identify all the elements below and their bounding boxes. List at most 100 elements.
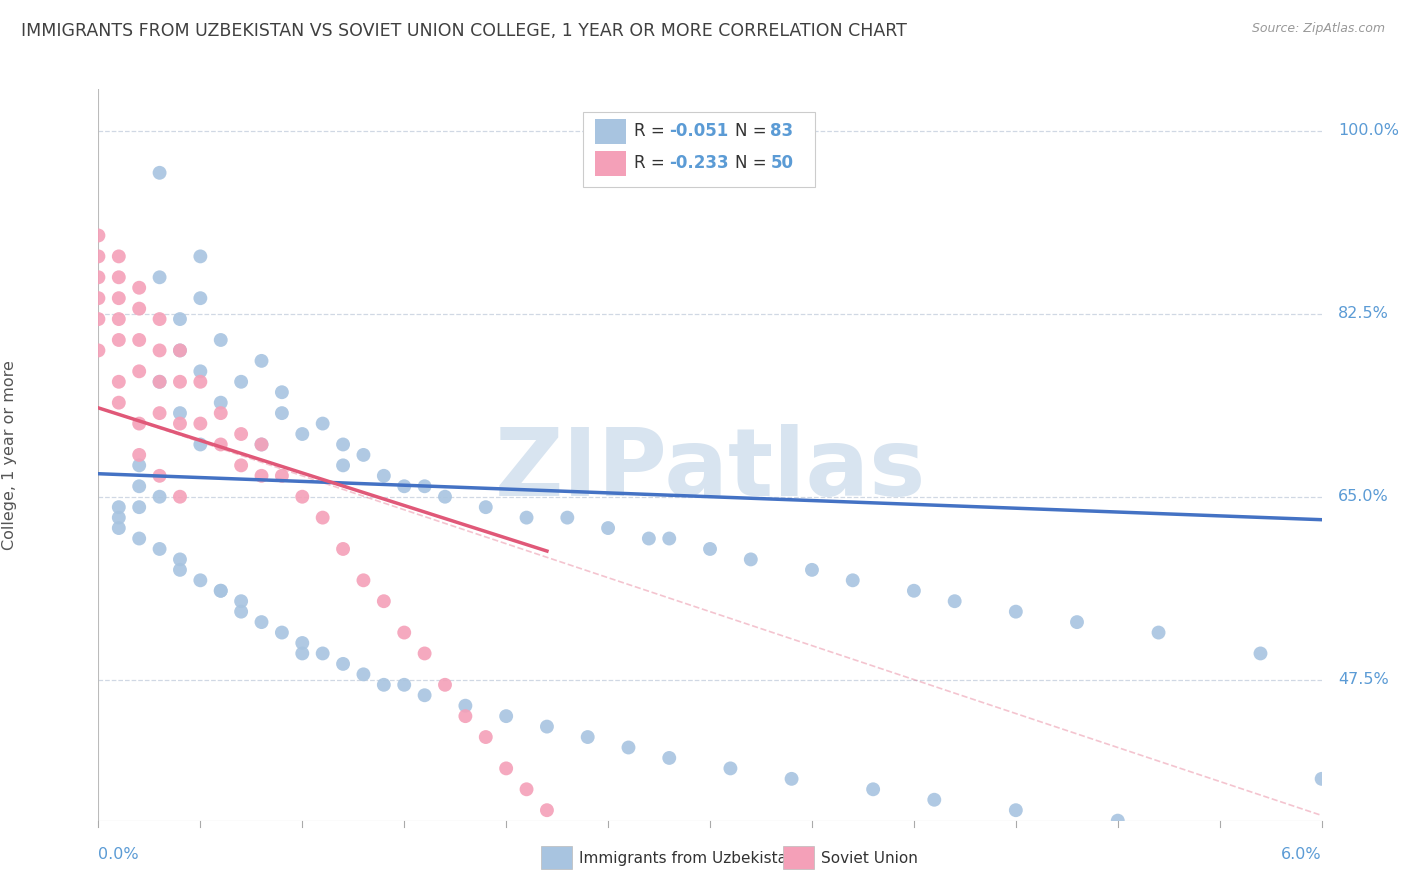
Point bbox=[169, 375, 191, 389]
Point bbox=[780, 772, 803, 786]
Point bbox=[1270, 834, 1292, 848]
Text: IMMIGRANTS FROM UZBEKISTAN VS SOVIET UNION COLLEGE, 1 YEAR OR MORE CORRELATION C: IMMIGRANTS FROM UZBEKISTAN VS SOVIET UNI… bbox=[21, 22, 907, 40]
Point bbox=[658, 751, 681, 765]
Point bbox=[332, 657, 354, 671]
Point bbox=[128, 458, 150, 473]
Text: N =: N = bbox=[735, 122, 772, 140]
Point bbox=[128, 479, 150, 493]
Point bbox=[188, 375, 212, 389]
Point bbox=[128, 364, 150, 378]
Point bbox=[188, 574, 212, 588]
Point bbox=[658, 532, 681, 546]
Point bbox=[801, 563, 824, 577]
Point bbox=[108, 500, 131, 515]
Point bbox=[250, 615, 273, 629]
Point bbox=[433, 490, 456, 504]
Point bbox=[352, 574, 374, 588]
Point bbox=[188, 249, 212, 263]
Text: R =: R = bbox=[634, 154, 671, 172]
Point bbox=[108, 333, 131, 347]
Point bbox=[413, 688, 436, 702]
Text: 6.0%: 6.0% bbox=[1281, 847, 1322, 862]
Point bbox=[209, 406, 232, 420]
Point bbox=[231, 427, 253, 442]
Point bbox=[231, 594, 253, 608]
Point bbox=[128, 333, 150, 347]
Text: -0.233: -0.233 bbox=[669, 154, 728, 172]
Text: 50: 50 bbox=[770, 154, 793, 172]
Point bbox=[373, 678, 395, 692]
Point bbox=[149, 375, 172, 389]
Point bbox=[231, 458, 253, 473]
Point bbox=[536, 720, 558, 734]
Point bbox=[188, 364, 212, 378]
Point bbox=[392, 625, 416, 640]
Point bbox=[536, 803, 558, 817]
Point bbox=[1147, 625, 1170, 640]
Point bbox=[291, 427, 314, 442]
Point bbox=[617, 740, 640, 755]
Point bbox=[270, 625, 292, 640]
Point bbox=[332, 458, 354, 473]
Point bbox=[1004, 605, 1026, 619]
Point bbox=[108, 521, 131, 535]
Point bbox=[433, 678, 456, 692]
Point bbox=[270, 406, 292, 420]
Text: 65.0%: 65.0% bbox=[1339, 489, 1389, 504]
Point bbox=[128, 301, 150, 316]
Point bbox=[149, 375, 172, 389]
Text: Immigrants from Uzbekistan: Immigrants from Uzbekistan bbox=[579, 851, 797, 865]
Point bbox=[108, 510, 131, 524]
Point bbox=[718, 761, 742, 775]
Point bbox=[555, 510, 579, 524]
Point bbox=[516, 510, 538, 524]
Point bbox=[454, 698, 477, 713]
Point bbox=[188, 417, 212, 431]
Point bbox=[392, 479, 416, 493]
Point bbox=[474, 730, 498, 744]
Point bbox=[311, 510, 335, 524]
Point bbox=[209, 395, 232, 409]
Point bbox=[209, 583, 232, 598]
Text: N =: N = bbox=[735, 154, 772, 172]
Point bbox=[169, 563, 191, 577]
Point bbox=[149, 490, 172, 504]
Point bbox=[209, 437, 232, 451]
Point bbox=[149, 343, 172, 358]
Point bbox=[1004, 803, 1026, 817]
Text: ZIPatlas: ZIPatlas bbox=[495, 424, 925, 516]
Point bbox=[188, 437, 212, 451]
Text: Soviet Union: Soviet Union bbox=[821, 851, 918, 865]
Point bbox=[1188, 824, 1211, 838]
Point bbox=[250, 354, 273, 368]
Point bbox=[149, 406, 172, 420]
Point bbox=[169, 552, 191, 566]
Point bbox=[270, 468, 292, 483]
Point bbox=[149, 541, 172, 556]
Text: 47.5%: 47.5% bbox=[1339, 672, 1389, 687]
Point bbox=[108, 291, 131, 305]
Point bbox=[474, 500, 498, 515]
Point bbox=[169, 312, 191, 326]
Point bbox=[169, 406, 191, 420]
Point bbox=[209, 333, 232, 347]
Point bbox=[169, 417, 191, 431]
Point bbox=[250, 468, 273, 483]
Point bbox=[188, 291, 212, 305]
Point bbox=[1249, 647, 1271, 661]
Point bbox=[149, 270, 172, 285]
Point bbox=[352, 667, 374, 681]
Point bbox=[270, 385, 292, 400]
Point bbox=[637, 532, 661, 546]
Text: 83: 83 bbox=[770, 122, 793, 140]
Point bbox=[576, 730, 599, 744]
Point bbox=[250, 437, 273, 451]
Point bbox=[373, 594, 395, 608]
Text: R =: R = bbox=[634, 122, 671, 140]
Point bbox=[841, 574, 863, 588]
Text: -0.051: -0.051 bbox=[669, 122, 728, 140]
Point bbox=[250, 437, 273, 451]
Point bbox=[209, 583, 232, 598]
Point bbox=[87, 228, 110, 243]
Point bbox=[231, 605, 253, 619]
